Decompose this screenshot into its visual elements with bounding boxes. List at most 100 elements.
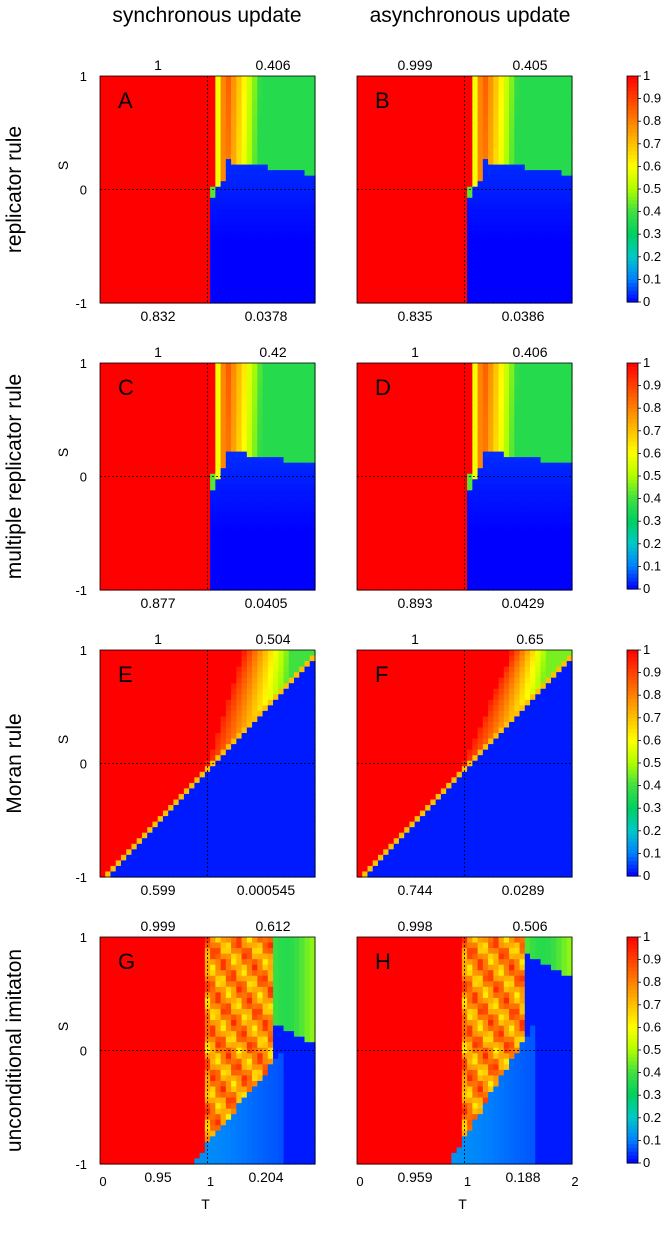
heatmap-cell [241,512,248,519]
heatmap-cell [304,203,311,210]
heatmap-cell [157,236,164,243]
heatmap-cell [294,231,300,238]
heatmap-cell [451,280,458,287]
heatmap-cell [136,247,143,254]
heatmap-cell [498,208,505,216]
heatmap-cell [162,529,169,536]
heatmap-cell [225,192,232,199]
heatmap-cell [131,159,138,166]
heatmap-cell [257,164,264,171]
heatmap-cell [210,434,216,442]
heatmap-cell [120,495,127,503]
heatmap-cell [461,275,468,282]
heatmap-cell [482,131,489,138]
heatmap-cell [267,269,274,276]
heatmap-cell [194,390,201,397]
heatmap-cell [157,429,164,436]
heatmap-cell [225,551,232,558]
heatmap-cell [545,214,552,221]
heatmap-cell [362,264,369,271]
heatmap-cell [299,136,306,144]
heatmap-cell [115,423,122,431]
heatmap-cell [288,87,295,94]
heatmap-cell [252,125,258,132]
heatmap-cell [199,440,206,447]
heatmap-cell [194,567,201,574]
heatmap-cell [278,236,285,243]
heatmap-cell [278,374,285,381]
heatmap-cell [168,523,175,530]
heatmap-cell [225,125,232,132]
heatmap-cell [556,197,563,204]
heatmap-cell [204,518,211,525]
heatmap-cell [278,291,285,299]
heatmap-cell [131,98,138,105]
heatmap-cell [178,214,185,221]
heatmap-cell [435,170,442,177]
heatmap-cell [136,401,143,408]
heatmap-cell [561,219,568,227]
heatmap-cell [246,567,253,574]
heatmap-cell [425,159,432,166]
heatmap-cell [425,258,432,265]
heatmap-cell [467,208,473,216]
heatmap-cell [252,451,258,458]
heatmap-cell [100,236,106,243]
heatmap-cell [147,76,154,83]
heatmap-cell [241,147,248,155]
heatmap-cell [377,236,384,243]
heatmap-cell [566,103,573,110]
heatmap-cell [131,231,138,238]
heatmap-cell [514,131,521,138]
heatmap-cell [115,170,122,177]
heatmap-cell [267,490,274,497]
heatmap-cell [477,114,484,121]
heatmap-cell [477,286,484,293]
heatmap-cell [147,258,154,265]
heatmap-cell [252,175,258,182]
heatmap-cell [556,87,563,94]
heatmap-cell [126,258,133,265]
heatmap-cell [147,164,154,171]
heatmap-cell [367,280,374,287]
heatmap-cell [100,92,106,99]
heatmap-cell [267,545,274,552]
heatmap-cell [194,142,201,149]
heatmap-cell [241,457,248,464]
heatmap-cell [194,208,201,216]
heatmap-cell [503,164,510,171]
heatmap-cell [388,159,395,166]
heatmap-cell [225,451,232,458]
heatmap-cell [257,584,264,591]
heatmap-cell [225,490,232,497]
heatmap-cell [472,231,479,238]
heatmap-cell [304,247,311,254]
heatmap-cell [488,92,494,99]
heatmap-cell [252,225,258,232]
heatmap-cell [540,142,547,149]
heatmap-cell [210,142,216,149]
heatmap-cell [220,208,227,216]
heatmap-cell [509,98,515,105]
heatmap-cell [115,236,122,243]
heatmap-cell [540,242,547,249]
heatmap-cell [168,98,175,105]
heatmap-cell [414,81,421,88]
heatmap-cell [451,181,458,188]
heatmap-cell [194,98,201,105]
heatmap-cell [309,192,316,199]
heatmap-cell [398,291,405,299]
heatmap-cell [136,551,143,558]
heatmap-cell [199,192,206,199]
heatmap-cell [162,92,169,99]
heatmap-cell [267,175,274,182]
heatmap-cell [178,457,185,464]
heatmap-cell [157,479,164,486]
heatmap-cell [488,219,494,227]
heatmap-cell [236,258,243,265]
heatmap-cell [152,280,159,287]
heatmap-cell [231,131,237,138]
heatmap-cell [278,573,285,580]
heatmap-cell [294,423,300,431]
heatmap-cell [231,219,237,227]
